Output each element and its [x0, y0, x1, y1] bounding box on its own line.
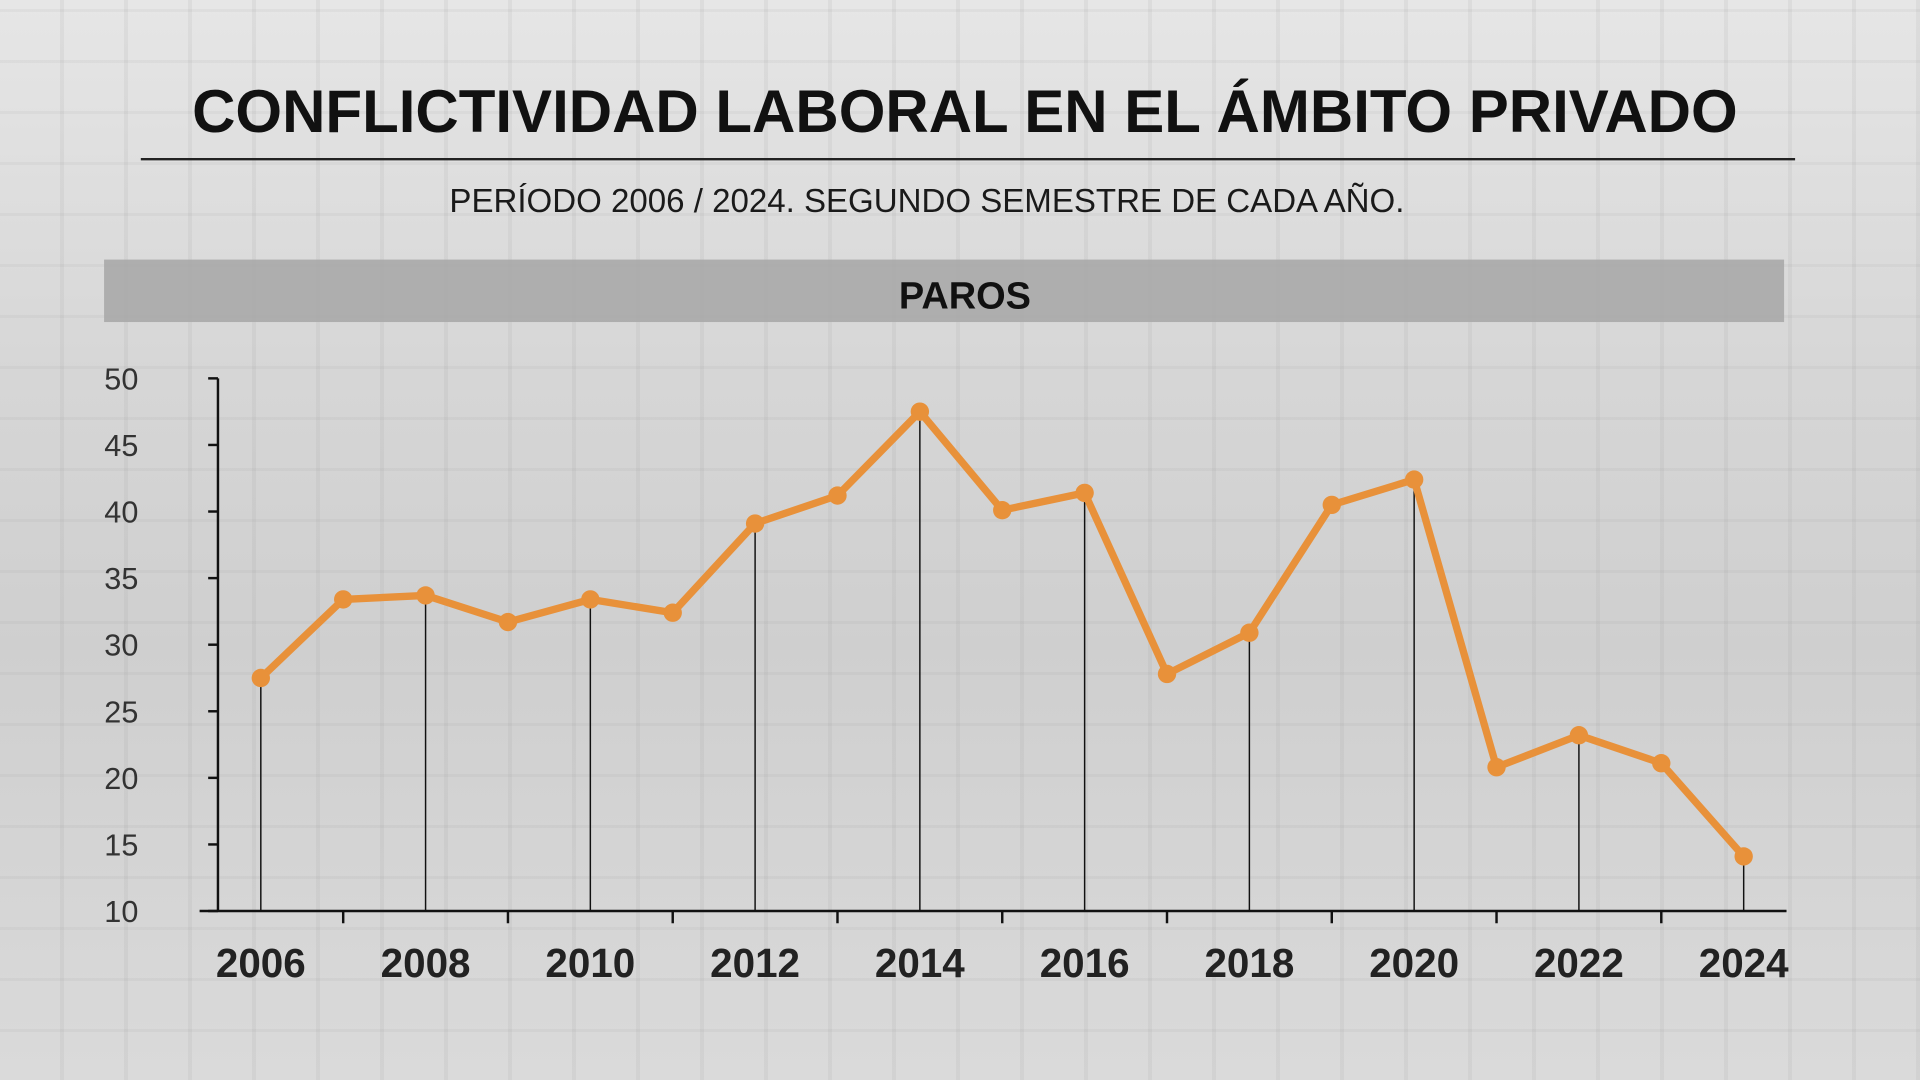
data-point-2008: [416, 586, 435, 605]
data-point-2007: [334, 590, 353, 609]
data-point-2009: [498, 612, 518, 632]
data-point-2016: [1075, 483, 1094, 503]
x-tick-label: 2010: [545, 940, 635, 986]
data-point-2010: [581, 590, 600, 609]
data-point-2022: [1569, 726, 1589, 745]
data-point-2015: [993, 501, 1012, 520]
data-point-2020: [1404, 470, 1424, 489]
chart-subtitle: PERÍODO 2006 / 2024. SEGUNDO SEMESTRE DE…: [449, 182, 1404, 220]
x-tick-label: 2008: [381, 940, 471, 986]
chart-title: CONFLICTIVIDAD LABORAL EN EL ÁMBITO PRIV…: [192, 78, 1738, 145]
data-point-2019: [1322, 495, 1341, 515]
data-point-2012: [745, 514, 765, 533]
data-point-2006: [251, 668, 270, 688]
x-tick-label: 2006: [216, 940, 306, 986]
y-tick-label: 40: [104, 496, 138, 530]
data-point-2024: [1734, 847, 1753, 866]
x-tick-label: 2020: [1369, 940, 1459, 986]
series-line: [258, 407, 1747, 859]
y-tick-label: 20: [104, 762, 138, 796]
x-tick-label: 2014: [875, 940, 965, 986]
data-point-2021: [1487, 758, 1506, 777]
panel-banner: [104, 259, 1785, 323]
x-tick-label: 2024: [1699, 940, 1789, 986]
y-tick-label: 30: [104, 629, 138, 663]
y-tick-label: 10: [104, 895, 138, 929]
y-tick-label: 15: [104, 828, 138, 862]
data-point-2014: [910, 402, 930, 421]
panel-label: PAROS: [899, 276, 1031, 318]
y-tick-label: 45: [104, 429, 138, 463]
x-tick-label: 2022: [1534, 940, 1624, 986]
y-tick-label: 35: [104, 562, 138, 596]
y-tick-label: 50: [104, 362, 138, 396]
y-tick-label: 25: [104, 695, 138, 729]
x-tick-label: 2016: [1040, 940, 1130, 986]
data-point-2011: [663, 603, 682, 622]
data-point-2018: [1240, 623, 1259, 642]
data-point-2023: [1652, 754, 1671, 773]
x-tick-label: 2012: [710, 940, 800, 986]
data-point-2017: [1157, 664, 1177, 684]
data-point-2013: [828, 486, 847, 505]
x-tick-label: 2018: [1204, 940, 1294, 986]
